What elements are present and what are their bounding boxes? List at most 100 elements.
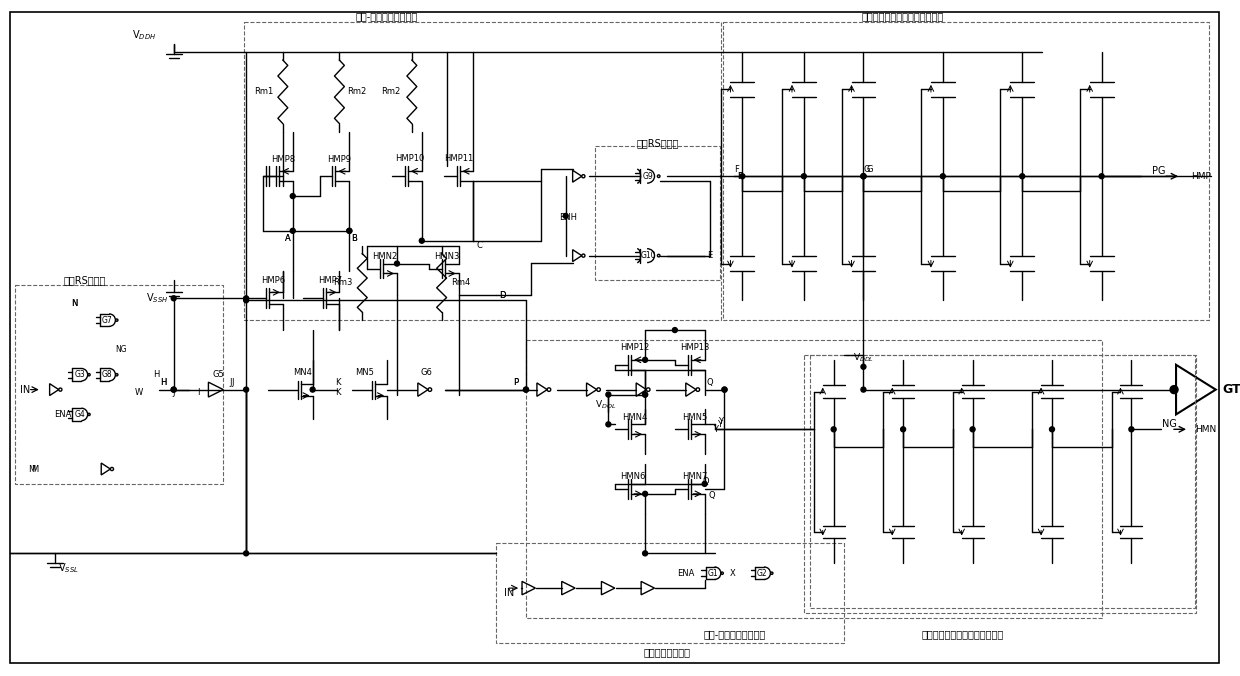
Circle shape [523, 387, 528, 392]
Text: NG: NG [115, 345, 126, 354]
Text: HMN7: HMN7 [682, 473, 707, 481]
Text: G2: G2 [758, 569, 768, 578]
Text: V$_{DDH}$: V$_{DDH}$ [131, 28, 156, 42]
Text: HMP6: HMP6 [260, 276, 285, 285]
Circle shape [171, 387, 176, 392]
Text: F: F [738, 172, 743, 180]
Bar [810, 355, 1195, 608]
Text: V$_{SSH}$: V$_{SSH}$ [146, 291, 169, 305]
Text: J: J [229, 378, 232, 387]
Circle shape [243, 296, 248, 301]
Text: G9: G9 [642, 172, 653, 180]
Circle shape [801, 174, 806, 178]
Circle shape [394, 261, 399, 266]
Text: IN: IN [20, 385, 30, 395]
Circle shape [642, 392, 647, 397]
Text: Rm4: Rm4 [451, 279, 471, 287]
Text: HMP13: HMP13 [680, 343, 709, 352]
Circle shape [419, 238, 424, 243]
Text: 反相器级联的高侧驱动输出单元: 反相器级联的高侧驱动输出单元 [862, 11, 944, 22]
Text: HMN2: HMN2 [372, 252, 398, 261]
Text: D: D [500, 291, 506, 300]
Text: ENA: ENA [677, 569, 694, 578]
Text: H: H [154, 370, 160, 379]
Bar [15, 285, 223, 484]
Bar [595, 147, 719, 281]
Text: K: K [335, 388, 340, 397]
Text: HMN6: HMN6 [620, 473, 646, 481]
Circle shape [1128, 427, 1133, 432]
Text: G4: G4 [74, 410, 86, 419]
Text: 反相器级联的低侧驱动输出单元: 反相器级联的低侧驱动输出单元 [921, 629, 1004, 639]
Text: 与非RS锁存器: 与非RS锁存器 [63, 275, 105, 285]
Circle shape [523, 387, 528, 392]
Text: Q: Q [707, 378, 713, 387]
Text: P: P [513, 378, 518, 387]
Circle shape [290, 228, 295, 233]
Text: HMN4: HMN4 [622, 413, 647, 422]
Text: G10: G10 [640, 251, 656, 260]
Text: PG: PG [1152, 166, 1166, 176]
Bar [723, 22, 1209, 320]
Circle shape [642, 551, 647, 556]
Circle shape [861, 174, 866, 178]
Circle shape [1099, 174, 1104, 178]
Text: I: I [197, 388, 200, 397]
Text: HMN: HMN [1195, 425, 1216, 434]
Circle shape [642, 392, 647, 397]
Text: Rm2: Rm2 [347, 87, 367, 97]
Circle shape [243, 551, 248, 556]
Text: HMP11: HMP11 [444, 154, 474, 163]
Circle shape [642, 491, 647, 496]
Text: G1: G1 [708, 569, 718, 578]
Text: G3: G3 [74, 370, 86, 379]
Text: J: J [231, 378, 233, 387]
Text: HMP9: HMP9 [327, 155, 351, 164]
Text: H: H [160, 378, 167, 387]
Circle shape [1049, 427, 1054, 432]
Circle shape [861, 174, 866, 178]
Text: Rm2: Rm2 [381, 87, 401, 97]
Circle shape [672, 328, 677, 333]
Text: K: K [335, 378, 340, 387]
Text: G5: G5 [212, 370, 224, 379]
Text: G6: G6 [420, 368, 433, 377]
Circle shape [722, 387, 727, 392]
Text: M: M [29, 464, 36, 473]
Circle shape [831, 427, 836, 432]
Circle shape [171, 296, 176, 301]
Circle shape [970, 427, 975, 432]
Text: M: M [31, 464, 38, 473]
Circle shape [171, 387, 176, 392]
Circle shape [290, 193, 295, 199]
Text: 高压-低压电平移位模块: 高压-低压电平移位模块 [703, 629, 765, 639]
Text: HMN3: HMN3 [434, 252, 459, 261]
Text: F: F [734, 165, 739, 174]
Text: 低压-高压电平移位模块: 低压-高压电平移位模块 [356, 11, 418, 22]
Text: G8: G8 [102, 370, 113, 379]
Text: Rm3: Rm3 [334, 279, 352, 287]
Circle shape [606, 392, 611, 397]
Text: HMP10: HMP10 [396, 154, 424, 163]
Text: GT: GT [1223, 383, 1240, 396]
Text: V$_{DDL}$: V$_{DDL}$ [853, 352, 874, 364]
Text: E: E [708, 251, 713, 260]
Circle shape [861, 174, 866, 178]
Text: ENA: ENA [55, 410, 72, 419]
Text: Rm1: Rm1 [254, 87, 273, 97]
Text: HMP12: HMP12 [620, 343, 650, 352]
Text: B: B [351, 235, 357, 243]
Text: Y: Y [718, 417, 723, 426]
Circle shape [1019, 174, 1024, 178]
Text: C: C [476, 241, 482, 250]
Text: V$_{DOL}$: V$_{DOL}$ [595, 398, 616, 411]
Text: NG: NG [1162, 419, 1177, 429]
Text: G: G [863, 165, 869, 174]
Text: HMN5: HMN5 [682, 413, 707, 422]
Circle shape [347, 228, 352, 233]
Text: Q: Q [703, 477, 709, 487]
Text: 或非RS锁存器: 或非RS锁存器 [637, 139, 680, 149]
Text: 延时设置死区时间: 延时设置死区时间 [644, 648, 691, 658]
Circle shape [1171, 385, 1178, 393]
Bar [526, 340, 1101, 618]
